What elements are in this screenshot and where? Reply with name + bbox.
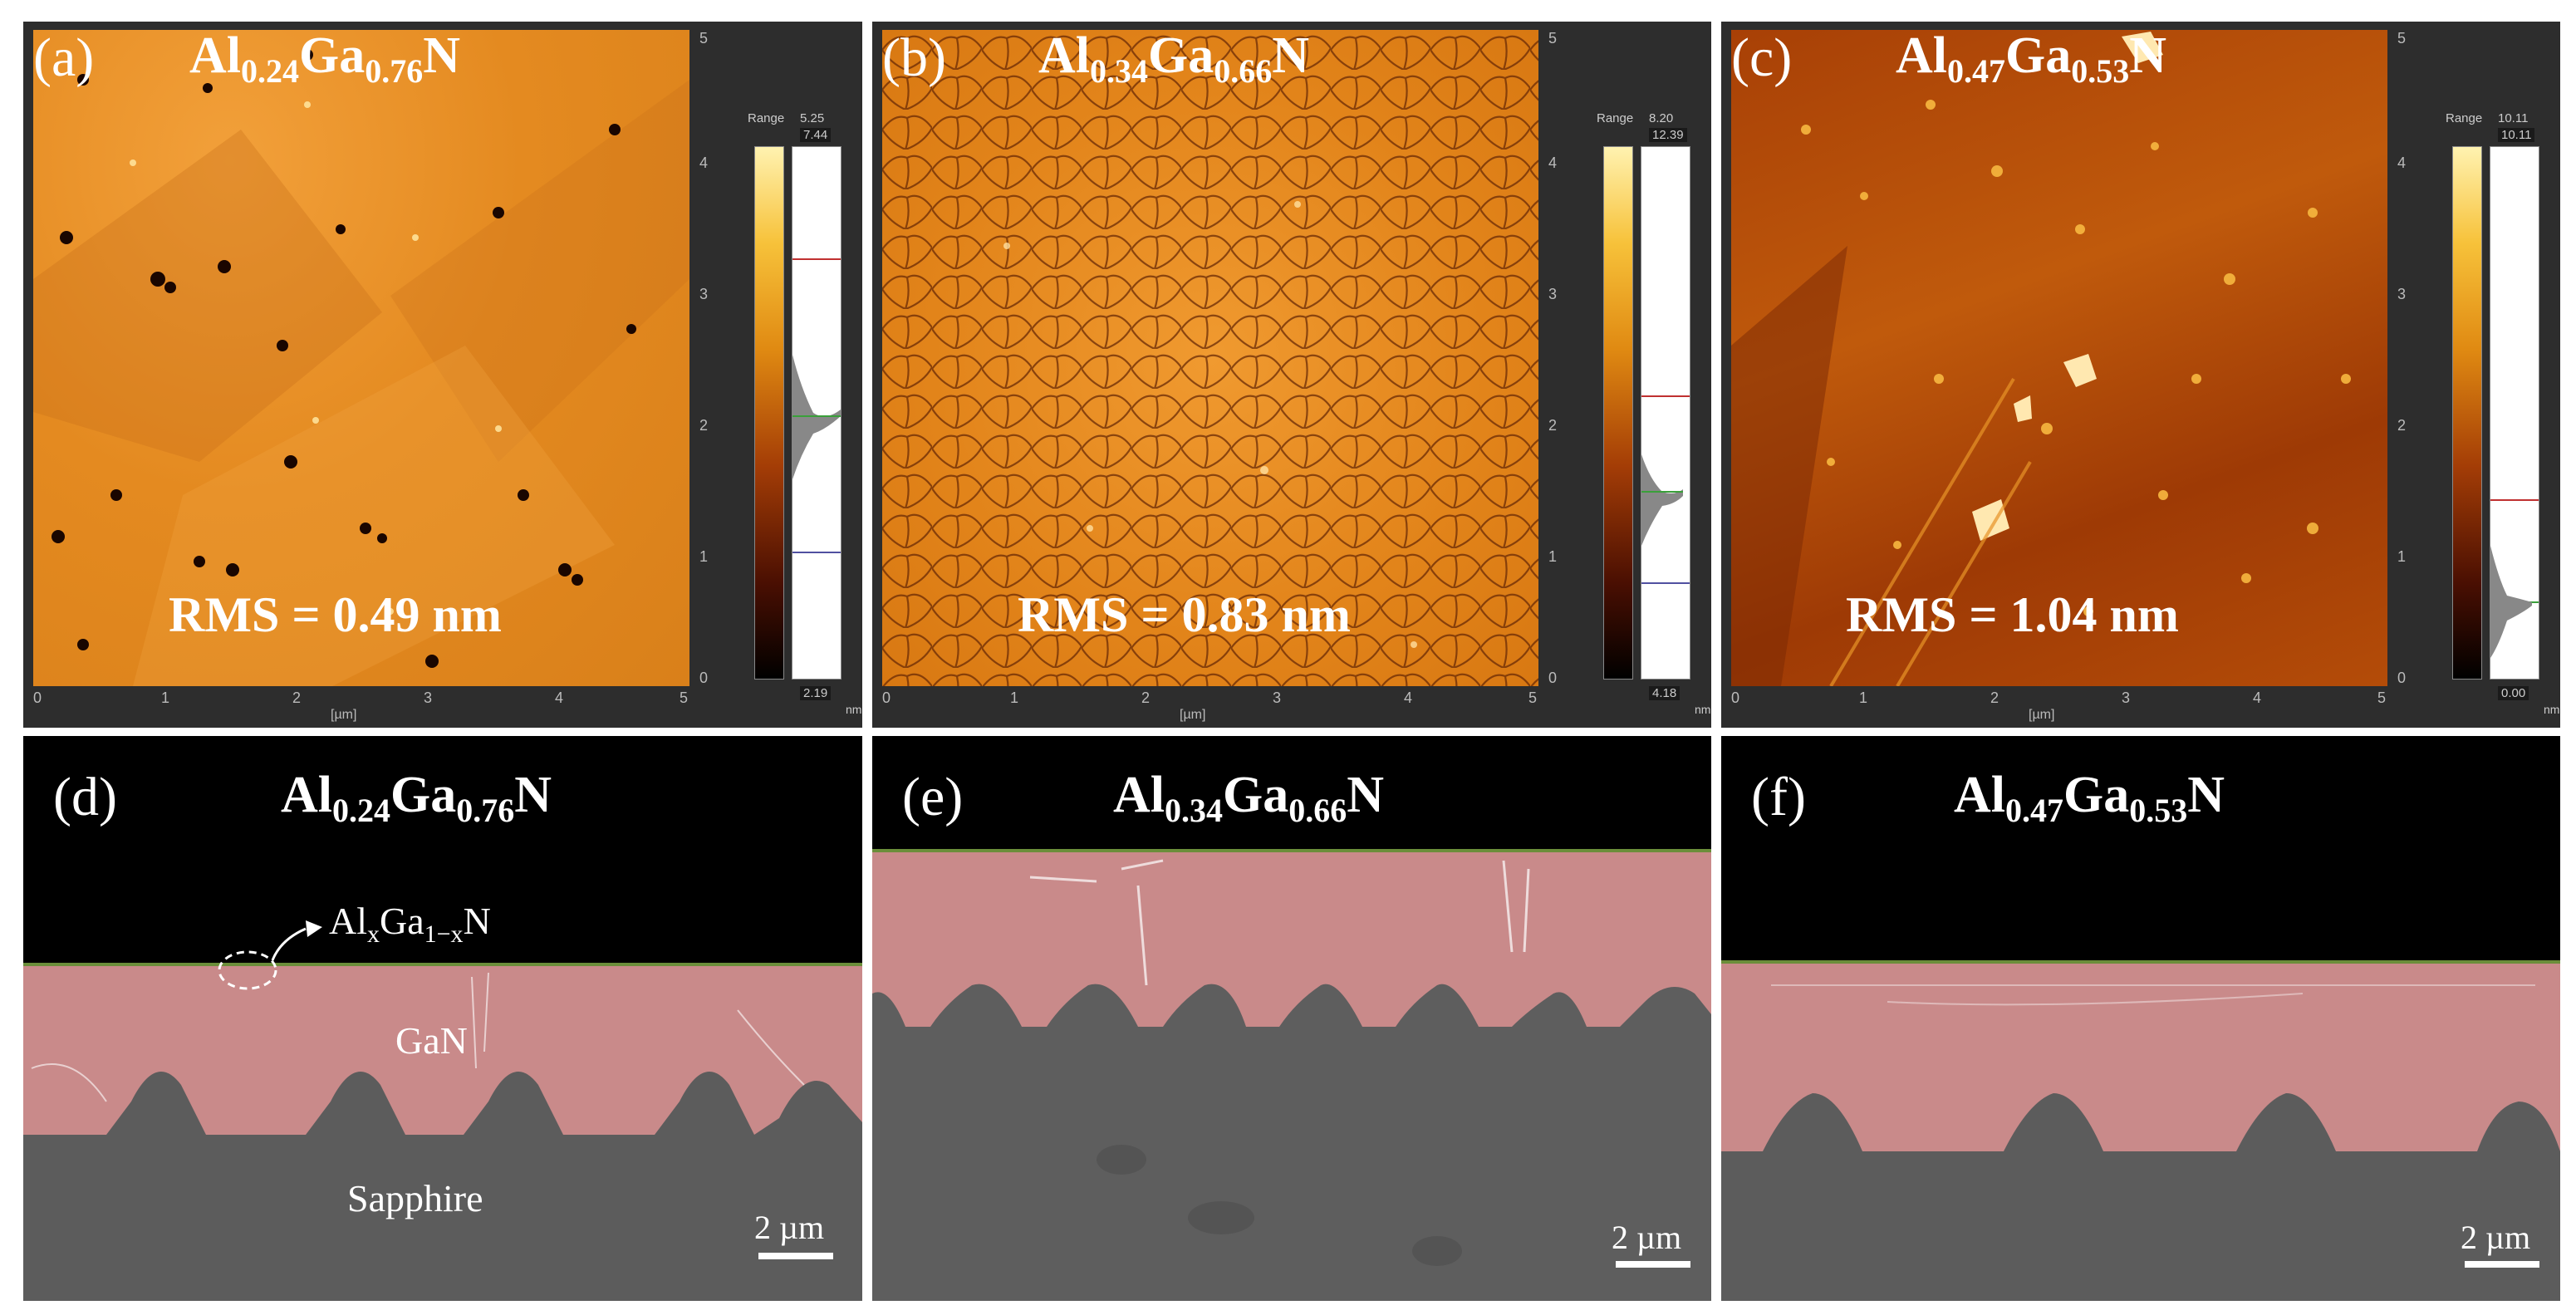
- afm-panel-a: (a) Al0.24Ga0.76N RMS = 0.49 nm 0 1 2 3 …: [23, 22, 862, 728]
- range-label-b: Range: [1597, 111, 1634, 125]
- gan-layer-label: GaN: [395, 1019, 468, 1062]
- panel-label-b: (b): [882, 27, 946, 88]
- composition-title-f: Al0.47Ga0.53N: [1954, 767, 2225, 829]
- composition-title-b: Al0.34Ga0.66N: [1038, 27, 1310, 90]
- height-histogram-b: [1641, 146, 1690, 680]
- color-scale-bar-c: [2452, 146, 2482, 680]
- height-min-c: 0.00: [2498, 686, 2529, 700]
- film-layer-label: AlxGa1−xN: [329, 900, 491, 948]
- height-max-c: 10.11: [2498, 128, 2535, 142]
- y-axis-ticks-a: 5 4 3 2 1 0: [699, 30, 709, 686]
- y-axis-ticks-b: 5 4 3 2 1 0: [1548, 30, 1558, 686]
- panel-label-d: (d): [53, 767, 117, 827]
- afm-texture-a: [33, 49, 689, 686]
- x-axis-ticks-b: 0 1 2 3 4 5: [882, 689, 1538, 706]
- afm-image-a: [33, 30, 689, 686]
- height-min-a: 2.19: [800, 686, 832, 700]
- scale-bar-label-f: 2 µm: [2461, 1219, 2531, 1256]
- afm-image-c: [1731, 30, 2387, 686]
- x-axis-ticks-a: 0 1 2 3 4 5: [33, 689, 689, 706]
- composition-title-a: Al0.24Ga0.76N: [189, 27, 461, 90]
- rms-value-b: RMS = 0.83 nm: [1018, 587, 1351, 642]
- height-max-a: 7.44: [800, 128, 832, 142]
- sem-panel-f: (f) Al0.47Ga0.53N 2 µm: [1721, 736, 2560, 1301]
- range-value-c: 10.11: [2498, 111, 2529, 125]
- scale-bar-e: [1616, 1261, 1690, 1268]
- afm-panel-c: (c) Al0.47Ga0.53N RMS = 1.04 nm 0 1 2 3 …: [1721, 22, 2560, 728]
- color-scale-bar-a: [754, 146, 784, 680]
- height-max-b: 12.39: [1649, 128, 1687, 142]
- height-min-b: 4.18: [1649, 686, 1681, 700]
- height-histogram-a: [792, 146, 841, 680]
- panel-label-c: (c): [1731, 27, 1793, 88]
- x-axis-ticks-c: 0 1 2 3 4 5: [1731, 689, 2387, 706]
- scale-bar-d: [758, 1253, 833, 1259]
- cross-section-e: [872, 736, 1711, 1266]
- panel-label-f: (f): [1751, 767, 1806, 827]
- x-axis-unit-b: [µm]: [1180, 708, 1206, 722]
- panel-label-a: (a): [33, 27, 95, 88]
- rms-value-a: RMS = 0.49 nm: [169, 587, 502, 642]
- height-unit-b: nm: [1695, 703, 1711, 716]
- cross-section-f: [1721, 736, 2560, 1151]
- scale-bar-f: [2465, 1261, 2539, 1268]
- height-histogram-c: [2490, 146, 2539, 680]
- x-axis-unit-a: [µm]: [331, 708, 357, 722]
- sapphire-layer-label: Sapphire: [347, 1177, 483, 1219]
- height-unit-a: nm: [846, 703, 862, 716]
- afm-panel-b: (b) Al0.34Ga0.66N RMS = 0.83 nm 0 1 2 3 …: [872, 22, 1711, 728]
- cross-section-d: [23, 736, 862, 1135]
- sem-panel-d: (d) Al0.24Ga0.76N AlxGa1−xN GaN Sapphire…: [23, 736, 862, 1301]
- composition-title-c: Al0.47Ga0.53N: [1896, 27, 2167, 90]
- x-axis-unit-c: [µm]: [2029, 708, 2055, 722]
- panel-label-e: (e): [902, 767, 964, 827]
- afm-texture-b: [882, 30, 1538, 686]
- scale-bar-label-d: 2 µm: [754, 1209, 825, 1246]
- range-value-b: 8.20: [1649, 111, 1674, 125]
- composition-title-e: Al0.34Ga0.66N: [1113, 767, 1385, 829]
- range-label-a: Range: [748, 111, 785, 125]
- color-scale-bar-b: [1603, 146, 1633, 680]
- scale-bar-label-e: 2 µm: [1612, 1219, 1682, 1256]
- range-label-c: Range: [2446, 111, 2483, 125]
- height-unit-c: nm: [2544, 703, 2560, 716]
- y-axis-ticks-c: 5 4 3 2 1 0: [2397, 30, 2407, 686]
- afm-texture-c: [1731, 32, 2351, 686]
- afm-image-b: [882, 30, 1538, 686]
- sem-panel-e: (e) Al0.34Ga0.66N 2 µm: [872, 736, 1711, 1301]
- range-value-a: 5.25: [800, 111, 825, 125]
- rms-value-c: RMS = 1.04 nm: [1846, 587, 2179, 642]
- composition-title-d: Al0.24Ga0.76N: [281, 767, 552, 829]
